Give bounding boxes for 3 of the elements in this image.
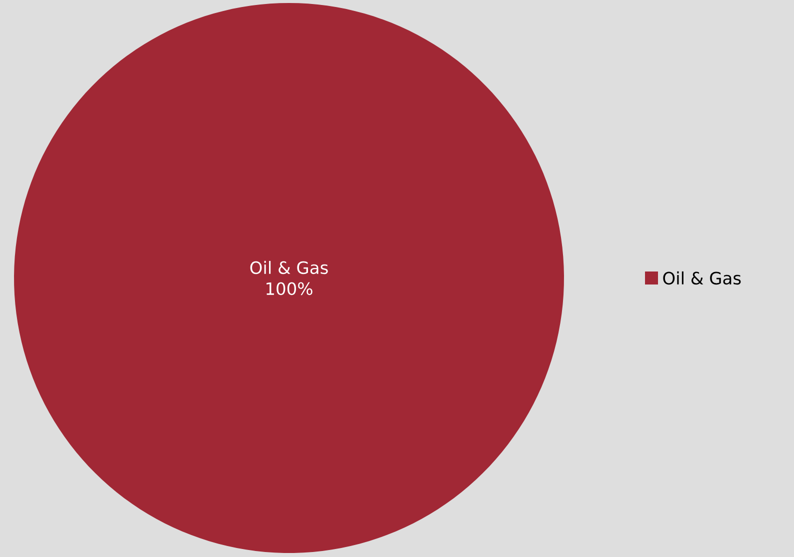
slice-label: Oil & Gas [250,260,328,274]
data-label: 100% [266,282,312,296]
legend-label: Oil & Gas [663,271,741,285]
